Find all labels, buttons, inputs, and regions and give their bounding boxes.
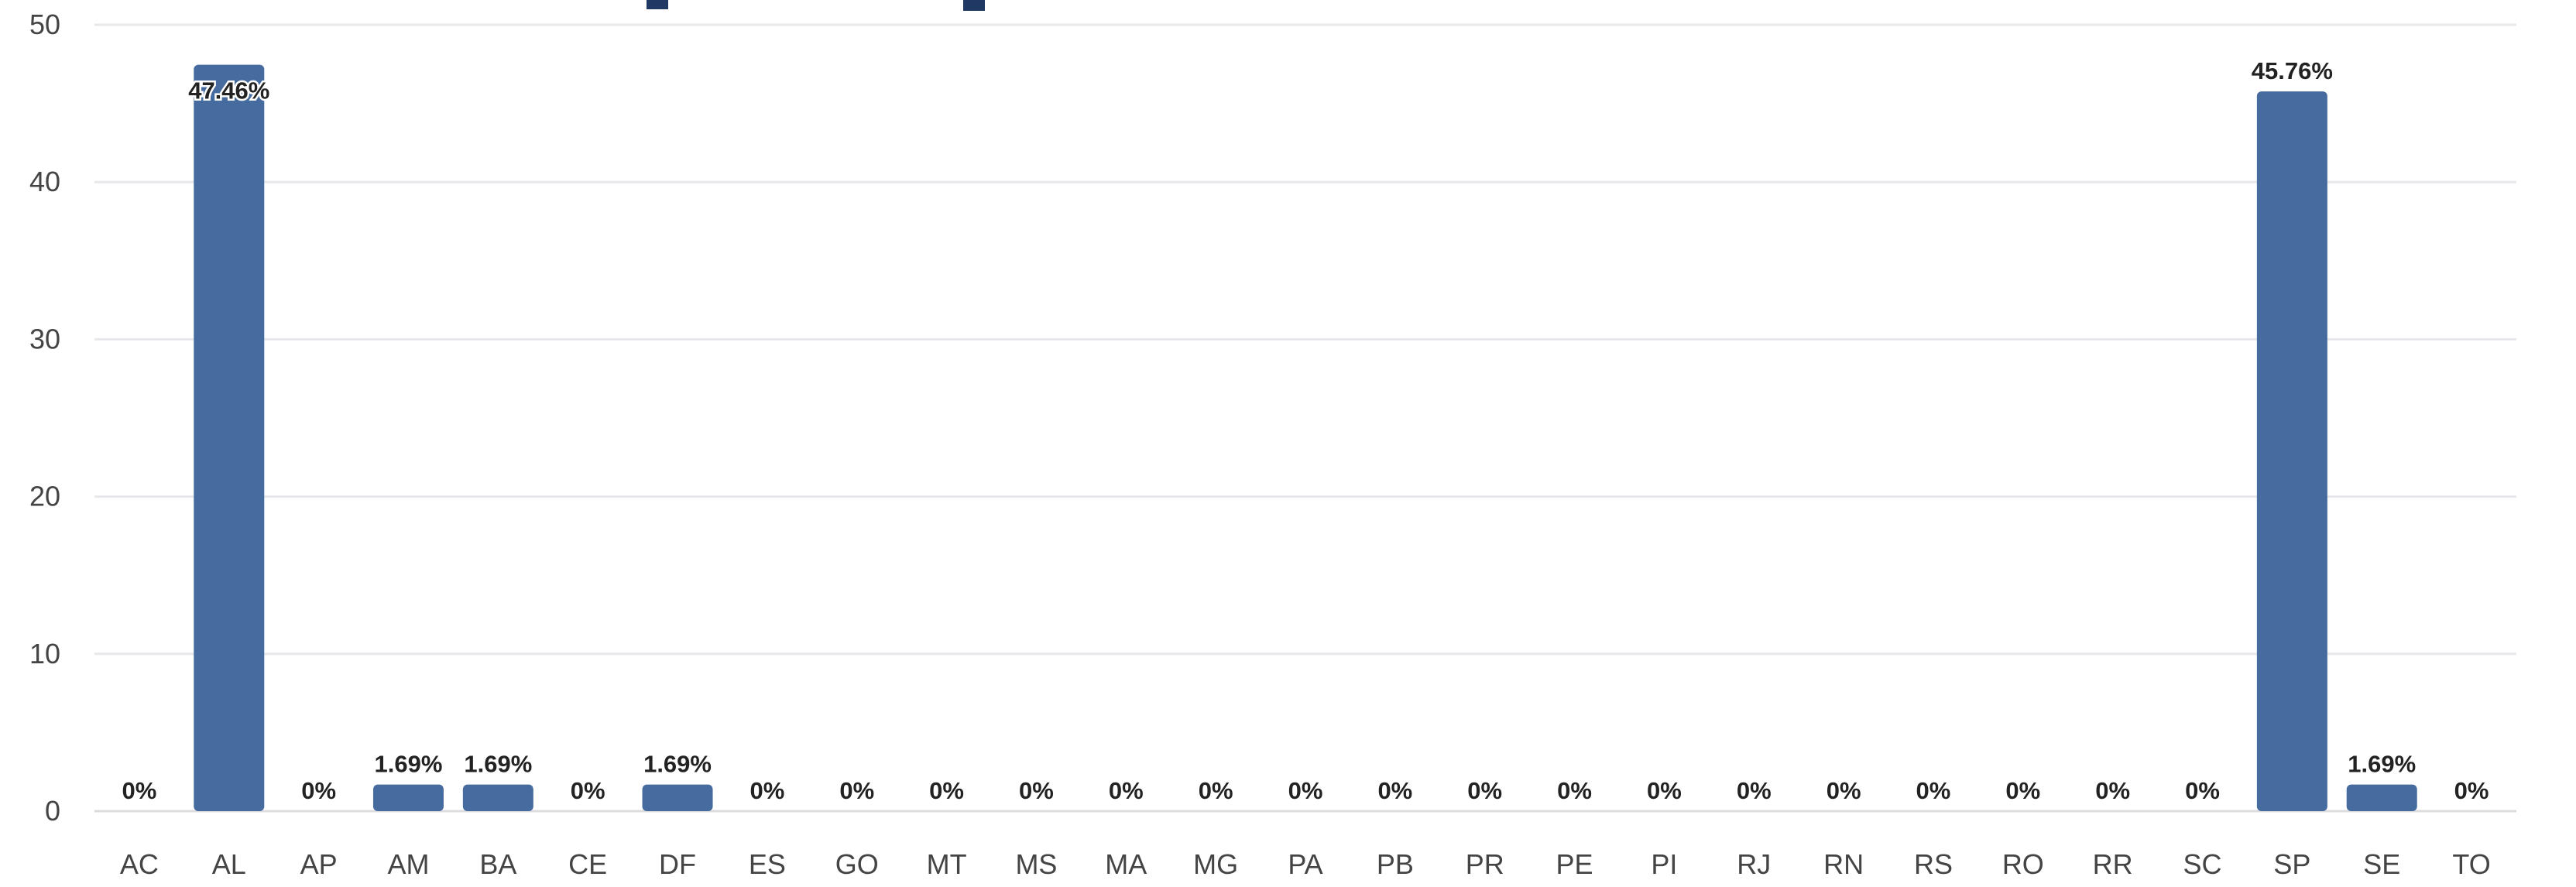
data-label: 0% bbox=[1737, 777, 1772, 804]
data-label: 0% bbox=[2454, 777, 2489, 804]
x-tick-label: RO bbox=[2002, 848, 2044, 880]
bar bbox=[372, 784, 444, 811]
data-label: 0% bbox=[301, 777, 336, 804]
y-axis: 0 10 20 30 40 50 bbox=[29, 9, 60, 827]
data-label: 0% bbox=[929, 777, 964, 804]
data-label: 0% bbox=[749, 777, 784, 804]
y-tick-label: 10 bbox=[29, 638, 60, 670]
bar bbox=[194, 64, 265, 812]
y-tick-label: 40 bbox=[29, 166, 60, 197]
data-label: 1.69% bbox=[464, 751, 532, 778]
bar bbox=[2346, 784, 2417, 811]
data-label: 1.69% bbox=[643, 751, 712, 778]
x-tick-label: MS bbox=[1015, 848, 1057, 880]
x-tick-label: SC bbox=[2183, 848, 2222, 880]
x-tick-label: PE bbox=[1556, 848, 1593, 880]
x-tick-label: SP bbox=[2273, 848, 2310, 880]
data-label: 0% bbox=[1557, 777, 1592, 804]
cropped-title-fragment bbox=[647, 0, 668, 9]
x-tick-label: RJ bbox=[1737, 848, 1771, 880]
data-label: 0% bbox=[1019, 777, 1054, 804]
x-tick-label: PR bbox=[1466, 848, 1504, 880]
bar bbox=[2256, 91, 2327, 811]
data-label: 0% bbox=[1288, 777, 1323, 804]
x-tick-label: AM bbox=[387, 848, 429, 880]
data-label: 0% bbox=[1377, 777, 1412, 804]
x-tick-label: AL bbox=[212, 848, 246, 880]
x-tick-label: MT bbox=[927, 848, 967, 880]
y-tick-label: 50 bbox=[29, 9, 60, 40]
x-tick-label: BA bbox=[479, 848, 516, 880]
bar bbox=[462, 784, 533, 811]
data-label: 0% bbox=[1467, 777, 1502, 804]
x-tick-label: DF bbox=[659, 848, 696, 880]
x-tick-label: PA bbox=[1288, 848, 1322, 880]
x-tick-label: RN bbox=[1823, 848, 1864, 880]
data-label: 0% bbox=[1109, 777, 1144, 804]
data-label: 0% bbox=[839, 777, 874, 804]
data-label: 47.46% bbox=[188, 77, 269, 104]
x-tick-label: MG bbox=[1193, 848, 1238, 880]
x-tick-label: AP bbox=[300, 848, 338, 880]
bars bbox=[194, 64, 2417, 812]
x-tick-label: RS bbox=[1914, 848, 1953, 880]
data-label: 1.69% bbox=[2348, 751, 2416, 778]
data-label: 0% bbox=[2185, 777, 2220, 804]
x-tick-label: AC bbox=[120, 848, 159, 880]
x-axis: AC AL AP AM BA CE DF ES GO MT MS MA MG PA PB PR PE PI RJ RN… bbox=[120, 848, 2491, 880]
x-tick-label: CE bbox=[568, 848, 607, 880]
data-label: 0% bbox=[1827, 777, 1861, 804]
x-tick-label: RR bbox=[2093, 848, 2133, 880]
data-label: 1.69% bbox=[375, 751, 443, 778]
data-label: 45.76% bbox=[2252, 57, 2333, 84]
x-tick-label: PB bbox=[1377, 848, 1414, 880]
cropped-title-fragment bbox=[963, 0, 985, 11]
x-tick-label: SE bbox=[2363, 848, 2400, 880]
data-label: 0% bbox=[1647, 777, 1682, 804]
data-label: 0% bbox=[571, 777, 605, 804]
data-label: 0% bbox=[122, 777, 157, 804]
x-tick-label: GO bbox=[835, 848, 879, 880]
data-labels: 0% 47.46% 0% 1.69% 1.69% 0% 1.69% 0% 0% 0% 0% 0% 0% 0… bbox=[122, 57, 2489, 804]
x-tick-label: TO bbox=[2452, 848, 2490, 880]
x-tick-label: MA bbox=[1105, 848, 1147, 880]
data-label: 0% bbox=[1199, 777, 1233, 804]
bar bbox=[642, 784, 713, 811]
y-tick-label: 0 bbox=[45, 795, 60, 827]
data-label: 0% bbox=[2095, 777, 2130, 804]
x-tick-label: ES bbox=[749, 848, 786, 880]
data-label: 0% bbox=[2005, 777, 2040, 804]
data-label: 0% bbox=[1916, 777, 1951, 804]
x-tick-label: PI bbox=[1651, 848, 1677, 880]
y-tick-label: 20 bbox=[29, 481, 60, 512]
gridlines bbox=[94, 23, 2516, 813]
y-tick-label: 30 bbox=[29, 323, 60, 354]
